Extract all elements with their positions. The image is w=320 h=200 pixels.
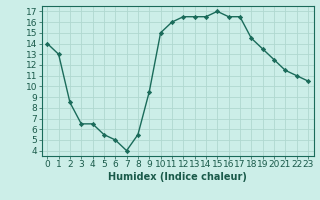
X-axis label: Humidex (Indice chaleur): Humidex (Indice chaleur): [108, 172, 247, 182]
